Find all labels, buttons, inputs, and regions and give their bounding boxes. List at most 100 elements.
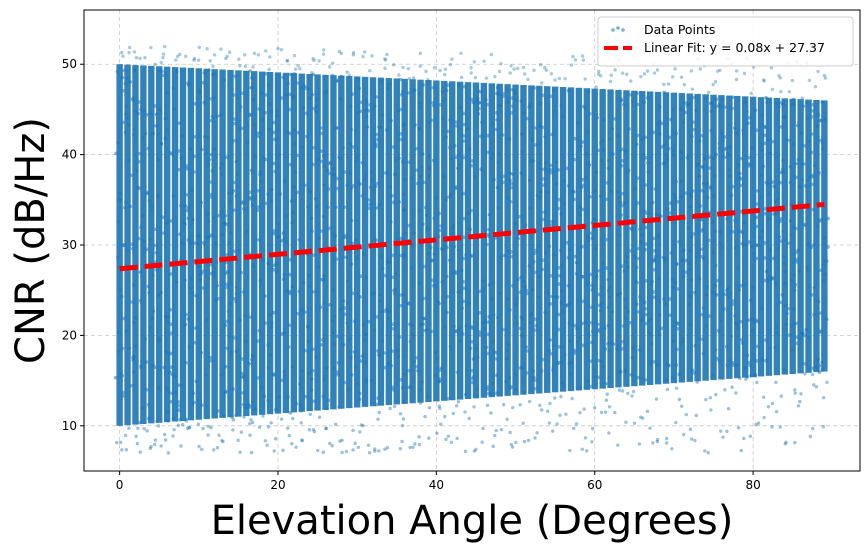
scatter-point	[385, 307, 389, 311]
scatter-point	[597, 327, 601, 332]
scatter-point	[368, 69, 372, 73]
scatter-column	[639, 91, 646, 386]
scatter-point	[318, 305, 323, 309]
scatter-point	[527, 178, 532, 183]
scatter-point	[579, 144, 583, 149]
scatter-point	[770, 401, 775, 406]
scatter-point	[714, 104, 719, 108]
scatter-point	[814, 385, 819, 389]
scatter-point	[330, 73, 335, 78]
scatter-point	[711, 193, 716, 198]
scatter-point	[674, 261, 679, 266]
scatter-point	[248, 190, 252, 194]
scatter-point	[163, 314, 168, 319]
scatter-point	[470, 340, 474, 344]
scatter-point	[608, 79, 613, 84]
scatter-point	[398, 447, 402, 451]
scatter-point	[192, 134, 197, 139]
scatter-column	[797, 99, 804, 374]
scatter-point	[208, 97, 213, 101]
scatter-point	[116, 265, 121, 269]
scatter-point	[725, 288, 729, 293]
scatter-point	[505, 348, 509, 353]
scatter-point	[533, 328, 537, 332]
scatter-point	[696, 251, 701, 255]
scatter-point	[232, 180, 237, 185]
scatter-point	[406, 301, 410, 305]
scatter-point	[401, 123, 405, 127]
scatter-point	[241, 402, 246, 407]
scatter-point	[367, 319, 371, 324]
scatter-point	[293, 142, 297, 146]
scatter-point	[762, 79, 766, 83]
scatter-point	[718, 230, 722, 234]
scatter-point	[242, 207, 246, 211]
scatter-point	[506, 100, 510, 104]
scatter-point	[304, 134, 309, 139]
scatter-point	[635, 302, 639, 306]
scatter-point	[722, 307, 726, 311]
scatter-point	[551, 366, 556, 371]
scatter-point	[321, 394, 325, 399]
scatter-point	[227, 191, 231, 196]
scatter-point	[584, 175, 588, 180]
scatter-point	[184, 419, 188, 423]
scatter-point	[469, 208, 473, 213]
scatter-point	[606, 323, 610, 328]
scatter-point	[293, 67, 298, 71]
scatter-point	[327, 226, 332, 231]
scatter-point	[584, 162, 589, 166]
scatter-point	[759, 306, 764, 311]
scatter-point	[374, 144, 378, 149]
scatter-point	[778, 101, 783, 105]
scatter-point	[449, 157, 454, 161]
scatter-point	[379, 79, 384, 84]
scatter-point	[744, 377, 748, 381]
scatter-point	[451, 224, 456, 228]
scatter-point	[361, 322, 366, 327]
scatter-column	[124, 64, 131, 426]
scatter-point	[743, 100, 748, 105]
scatter-point	[383, 447, 387, 451]
scatter-point	[509, 384, 514, 389]
scatter-point	[218, 166, 223, 170]
scatter-point	[266, 425, 271, 429]
scatter-point	[670, 277, 675, 282]
scatter-point	[411, 243, 415, 247]
scatter-point	[476, 96, 480, 101]
scatter-point	[619, 163, 624, 168]
scatter-point	[143, 337, 148, 341]
scatter-point	[266, 192, 270, 196]
scatter-column	[274, 72, 282, 414]
scatter-point	[310, 92, 315, 97]
scatter-point	[666, 82, 671, 86]
scatter-point	[328, 441, 332, 446]
scatter-point	[401, 65, 405, 70]
scatter-point	[493, 433, 497, 438]
scatter-point	[460, 306, 464, 310]
scatter-point	[335, 176, 339, 181]
scatter-point	[551, 343, 556, 348]
scatter-point	[755, 380, 759, 385]
scatter-point	[215, 114, 220, 118]
scatter-point	[229, 231, 233, 235]
scatter-point	[299, 408, 303, 413]
scatter-point	[719, 131, 724, 136]
scatter-point	[123, 130, 128, 135]
scatter-column	[591, 88, 598, 390]
scatter-point	[736, 326, 740, 331]
scatter-point	[292, 184, 296, 189]
scatter-point	[560, 381, 565, 385]
scatter-point	[823, 117, 827, 121]
scatter-point	[694, 413, 698, 418]
scatter-point	[576, 120, 580, 125]
scatter-point	[306, 205, 310, 209]
scatter-point	[136, 111, 140, 116]
scatter-point	[400, 439, 404, 444]
scatter-point	[241, 290, 246, 294]
scatter-point	[222, 413, 226, 418]
scatter-point	[485, 242, 489, 247]
scatter-point	[211, 64, 215, 69]
scatter-point	[636, 102, 641, 107]
scatter-point	[705, 284, 709, 289]
